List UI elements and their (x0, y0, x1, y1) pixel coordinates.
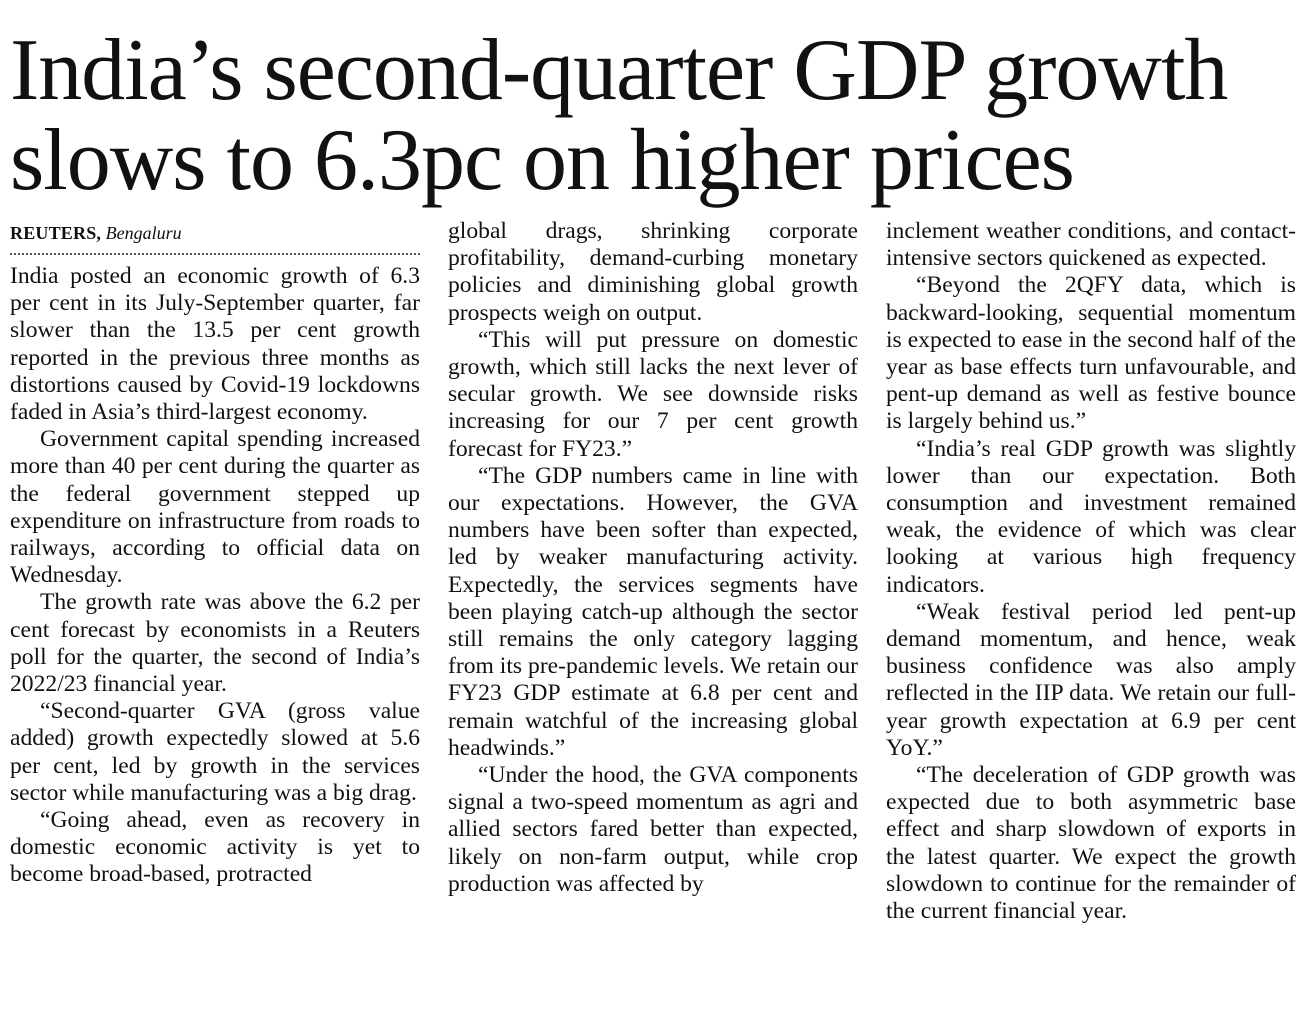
paragraph: “This will put pressure on domestic grow… (448, 326, 858, 462)
paragraph: The growth rate was above the 6.2 per ce… (10, 589, 420, 698)
article-column-2: global drags, shrinking corporate profit… (448, 218, 858, 1018)
paragraph: “India’s real GDP growth was slightly lo… (886, 435, 1296, 598)
paragraph: “Weak festival period led pent-up demand… (886, 598, 1296, 761)
headline-line-2: slows to 6.3pc on higher prices (10, 112, 1075, 209)
paragraph-continued: inclement weather conditions, and contac… (886, 218, 1296, 272)
article-column-3: inclement weather conditions, and contac… (886, 218, 1296, 1018)
paragraph-continued: global drags, shrinking corporate profit… (448, 218, 858, 326)
byline-agency: REUTERS, (10, 223, 102, 243)
paragraph: “Second-quarter GVA (gross value added) … (10, 698, 420, 806)
byline: REUTERS, Bengaluru (10, 218, 420, 248)
byline-divider (10, 253, 420, 255)
paragraph: Government capital spending increased mo… (10, 426, 420, 589)
paragraph: India posted an economic growth of 6.3 p… (10, 263, 420, 426)
paragraph: “The GDP numbers came in line with our e… (448, 462, 858, 761)
paragraph: “Beyond the 2QFY data, which is backward… (886, 272, 1296, 435)
article-column-1: REUTERS, Bengaluru India posted an econo… (10, 218, 420, 1018)
headline: India’s second-quarter GDP growth slows … (10, 26, 1300, 206)
paragraph: “The deceleration of GDP growth was expe… (886, 762, 1296, 925)
paragraph: “Going ahead, even as recovery in domest… (10, 807, 420, 888)
headline-line-1: India’s second-quarter GDP growth (10, 22, 1228, 119)
paragraph: “Under the hood, the GVA components sign… (448, 762, 858, 897)
byline-place: Bengaluru (105, 223, 182, 243)
